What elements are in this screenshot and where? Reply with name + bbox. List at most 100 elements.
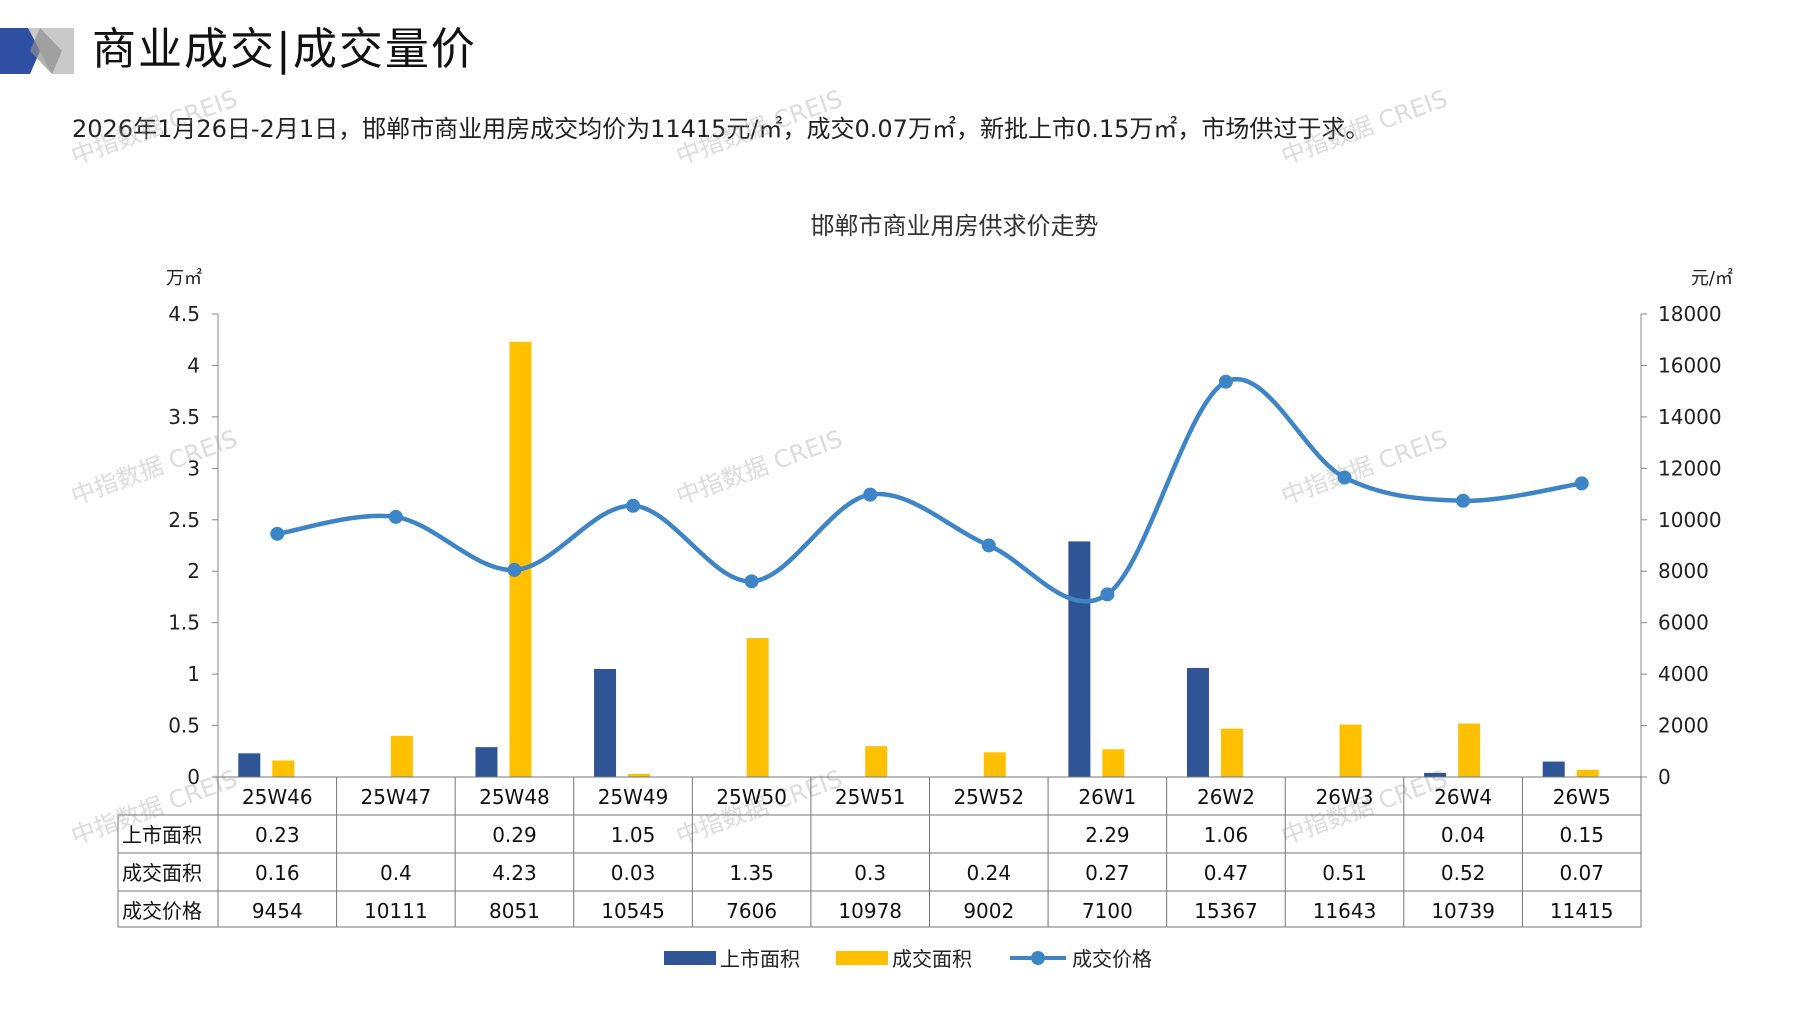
- category-label: 26W5: [1553, 785, 1611, 809]
- table-cell: 8051: [489, 899, 540, 923]
- y-right-tick-label: 14000: [1658, 405, 1722, 429]
- bar-listed-area: [1542, 761, 1565, 777]
- table-cell: 0.52: [1441, 861, 1486, 885]
- legend-swatch: [836, 951, 888, 965]
- y-left-tick-label: 3: [187, 456, 200, 480]
- header-decoration: [0, 28, 74, 74]
- table-cell: 0.07: [1559, 861, 1604, 885]
- y-left-tick-label: 2: [187, 559, 200, 583]
- legend-label: 成交价格: [1072, 947, 1152, 971]
- table-cell: 0.51: [1322, 861, 1367, 885]
- y-left-tick-label: 4: [187, 353, 200, 377]
- y-left-tick-label: 1.5: [168, 611, 200, 635]
- category-label: 25W51: [835, 785, 906, 809]
- table-cell: 0.23: [255, 823, 300, 847]
- watermark: 中指数据 CREIS: [672, 425, 846, 511]
- table-cell: 0.15: [1559, 823, 1604, 847]
- chart-title: 邯郸市商业用房供求价走势: [811, 212, 1099, 240]
- table-cell: 0.29: [492, 823, 537, 847]
- table-cell: 9002: [963, 899, 1014, 923]
- table-cell: 7606: [726, 899, 777, 923]
- price-point: [270, 526, 285, 541]
- y-right-tick-label: 6000: [1658, 611, 1709, 635]
- table-cell: 15367: [1194, 899, 1258, 923]
- price-point: [1218, 374, 1233, 389]
- price-point: [507, 562, 522, 577]
- table-cell: 1.35: [729, 861, 774, 885]
- bar-sold-area: [1102, 749, 1125, 777]
- table-cell: 10545: [601, 899, 665, 923]
- bar-sold-area: [272, 760, 295, 777]
- price-point: [744, 574, 759, 589]
- y-left-tick-label: 4.5: [168, 302, 200, 326]
- bar-sold-area: [1576, 769, 1599, 777]
- table-cell: 10739: [1431, 899, 1495, 923]
- price-line: [276, 376, 1583, 604]
- table-cell: 0.03: [611, 861, 656, 885]
- table-cell: 10978: [838, 899, 902, 923]
- table-cell: 0.47: [1204, 861, 1249, 885]
- y-left-tick-label: 3.5: [168, 405, 200, 429]
- y-right-tick-label: 0: [1658, 765, 1671, 789]
- page-title: 商业成交|成交量价: [92, 24, 477, 75]
- category-label: 25W52: [953, 785, 1024, 809]
- y-right-tick-label: 16000: [1658, 353, 1722, 377]
- bar-listed-area: [1424, 772, 1447, 777]
- bar-sold-area: [1458, 723, 1481, 777]
- watermark: 中指数据 CREIS: [67, 425, 241, 511]
- bar-sold-area: [1339, 724, 1362, 777]
- price-point: [1100, 587, 1115, 602]
- table-cell: 0.16: [255, 861, 300, 885]
- bar-listed-area: [475, 747, 498, 777]
- category-label: 26W1: [1078, 785, 1136, 809]
- table-row-header: 成交价格: [122, 899, 202, 923]
- category-label: 25W48: [479, 785, 550, 809]
- bar-listed-area: [594, 668, 617, 777]
- price-point: [981, 538, 996, 553]
- price-point: [863, 487, 878, 502]
- price-point: [626, 498, 641, 513]
- y-left-tick-label: 1: [187, 662, 200, 686]
- category-label: 26W3: [1316, 785, 1374, 809]
- table-cell: 9454: [252, 899, 303, 923]
- category-label: 25W47: [361, 785, 432, 809]
- table-cell: 1.06: [1204, 823, 1249, 847]
- table-cell: 7100: [1082, 899, 1133, 923]
- watermark: 中指数据 CREIS: [1277, 85, 1451, 171]
- bar-sold-area: [509, 341, 532, 777]
- bar-sold-area: [1220, 728, 1243, 777]
- table-cell: 0.4: [380, 861, 412, 885]
- table-row-header: 成交面积: [122, 861, 202, 885]
- table-cell: 1.05: [611, 823, 656, 847]
- y-right-tick-label: 8000: [1658, 559, 1709, 583]
- y-right-tick-label: 10000: [1658, 508, 1722, 532]
- bar-sold-area: [983, 752, 1006, 777]
- y-right-unit: 元/㎡: [1691, 267, 1733, 289]
- table-cell: 4.23: [492, 861, 537, 885]
- y-left-tick-label: 0.5: [168, 714, 200, 738]
- category-label: 25W50: [716, 785, 787, 809]
- bar-listed-area: [1186, 667, 1209, 777]
- category-label: 26W4: [1434, 785, 1492, 809]
- table-cell: 0.3: [854, 861, 886, 885]
- y-right-tick-label: 2000: [1658, 714, 1709, 738]
- table-cell: 10111: [364, 899, 428, 923]
- price-point: [1337, 470, 1352, 485]
- bar-sold-area: [390, 735, 413, 777]
- price-point: [388, 509, 403, 524]
- legend-swatch: [664, 951, 716, 965]
- price-point: [1456, 493, 1471, 508]
- category-label: 26W2: [1197, 785, 1255, 809]
- legend-marker: [1031, 951, 1045, 965]
- y-left-tick-label: 0: [187, 765, 200, 789]
- y-left-unit: 万㎡: [166, 267, 202, 289]
- table-cell: 0.27: [1085, 861, 1130, 885]
- bar-sold-area: [865, 746, 888, 777]
- bar-listed-area: [238, 753, 261, 777]
- summary-text: 2026年1月26日-2月1日，邯郸市商业用房成交均价为11415元/㎡，成交0…: [72, 115, 1370, 143]
- table-cell: 0.24: [967, 861, 1012, 885]
- category-label: 25W46: [242, 785, 313, 809]
- y-right-tick-label: 12000: [1658, 456, 1722, 480]
- y-left-tick-label: 2.5: [168, 508, 200, 532]
